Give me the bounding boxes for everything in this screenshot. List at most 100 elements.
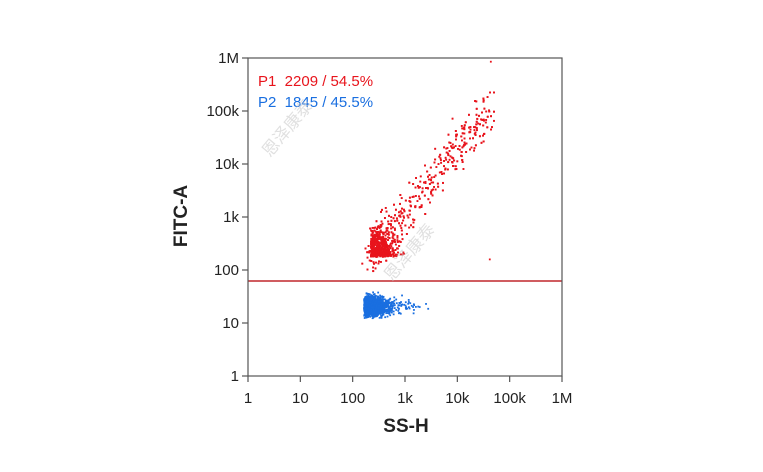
data-point-p1 [483,119,485,122]
data-point-p2 [408,307,411,310]
data-point-p1 [393,238,396,241]
data-point-p1 [434,174,437,177]
data-point-p1 [377,244,379,247]
data-point-p1 [387,236,390,239]
data-point-p2 [379,309,382,312]
data-point-p1 [383,254,385,257]
data-point-p1 [381,248,384,250]
data-point-p1 [394,208,397,211]
data-point-p2 [374,314,377,317]
data-point-p1 [489,91,491,94]
data-point-p1 [373,229,376,232]
data-point-p1 [370,233,373,236]
data-point-p2 [368,296,371,298]
data-point-p1 [401,222,404,225]
data-point-p1 [490,128,492,131]
data-point-p2 [369,301,372,304]
data-point-p2 [382,307,385,310]
data-point-p2 [366,308,368,311]
data-point-p1 [394,229,396,231]
data-point-p1 [385,237,387,240]
data-point-p2 [370,295,373,298]
data-point-p1 [372,236,375,239]
data-point-p2 [404,304,407,307]
data-point-p1 [393,227,396,230]
data-point-p1 [482,134,485,137]
data-point-p1 [454,168,457,171]
data-point-p2 [375,315,378,318]
data-point-p1 [402,208,405,211]
data-point-p1 [381,239,384,242]
data-point-p1 [370,239,373,242]
data-point-p1 [479,123,481,126]
data-point-p1 [391,247,394,250]
data-point-p1 [370,234,373,237]
data-point-p2 [380,314,382,317]
data-point-p1 [396,239,399,242]
data-point-p1 [449,142,452,144]
data-point-p2 [368,311,371,314]
data-point-p1 [434,158,437,161]
data-point-p1 [401,207,403,210]
data-point-p2 [407,302,410,305]
data-point-p1 [372,261,375,264]
data-point-p1 [424,164,426,167]
data-point-p1 [430,191,432,193]
data-point-p1 [391,226,394,229]
data-point-p1 [444,156,447,159]
data-point-p2 [395,298,398,301]
data-point-p1 [406,214,409,217]
data-point-p1 [429,178,432,181]
data-point-p1 [392,217,395,220]
data-point-p1 [403,210,406,213]
data-point-p1 [372,246,375,249]
data-point-p1 [427,198,430,201]
data-point-p1 [387,220,390,223]
data-point-p2 [372,305,374,308]
data-point-p1 [473,126,475,129]
data-point-p1 [386,247,389,250]
data-point-p1 [447,133,450,136]
data-point-p1 [445,151,448,154]
data-point-p1 [392,237,395,240]
data-point-p2 [370,306,373,309]
data-point-p1 [368,251,371,254]
data-point-p2 [374,300,377,303]
data-point-p1 [373,226,376,229]
data-point-p2 [375,307,378,309]
data-point-p2 [384,316,387,319]
data-point-p1 [373,252,376,255]
data-point-p1 [385,227,388,230]
data-point-p1 [430,176,433,179]
data-point-p1 [381,253,384,256]
data-point-p1 [376,241,379,243]
data-point-p2 [379,294,382,297]
data-point-p2 [382,301,385,304]
data-point-p1 [481,111,483,114]
data-point-p1 [391,232,394,235]
data-point-p1 [390,223,392,226]
data-point-p1 [375,220,378,223]
data-point-p2 [368,301,371,304]
data-point-p1 [384,241,387,244]
data-point-p1 [449,155,452,158]
data-point-p1 [451,156,454,159]
data-point-p2 [404,301,407,304]
data-point-p1 [371,226,374,229]
data-point-p1 [371,248,373,251]
data-point-p2 [366,300,369,303]
data-point-p2 [377,311,380,314]
data-point-p2 [369,315,371,318]
data-point-p2 [382,313,385,316]
data-point-p2 [380,298,383,301]
data-point-p1 [381,243,383,246]
data-point-p2 [372,314,375,317]
data-point-p1 [408,213,411,216]
data-point-p1 [374,234,376,237]
data-point-p2 [372,303,375,305]
data-point-p1 [394,243,397,246]
data-point-p1 [470,146,473,149]
data-point-p2 [373,293,376,295]
data-point-p2 [391,309,393,312]
data-point-p2 [379,301,382,304]
